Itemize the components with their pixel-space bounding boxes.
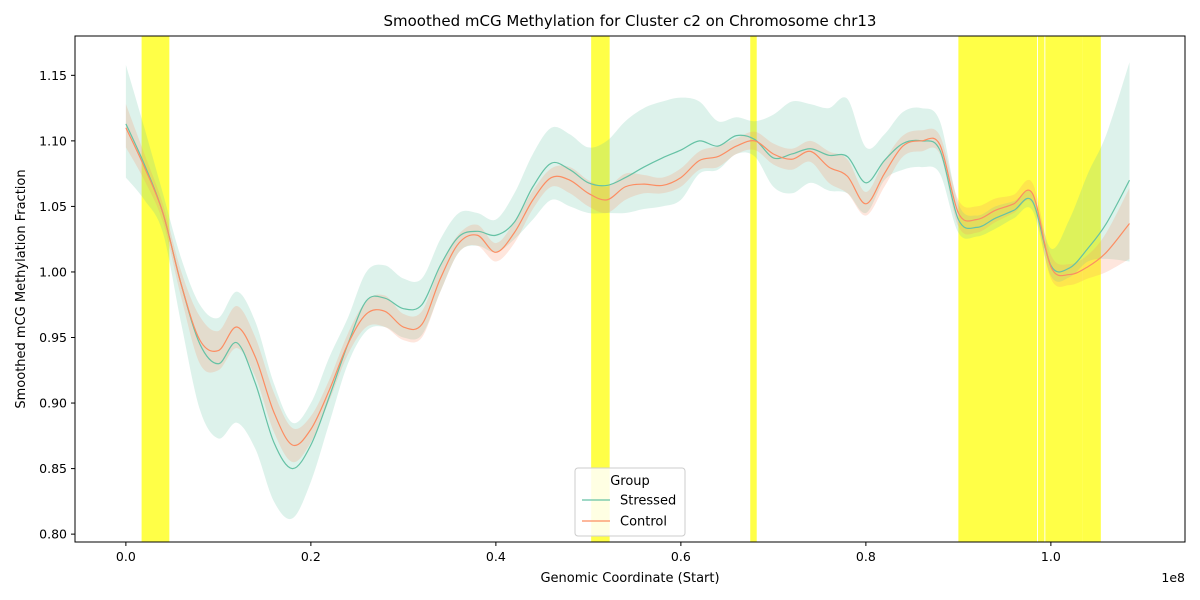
highlight-regions: [141, 36, 1101, 542]
highlight-region-2: [591, 36, 610, 542]
control-confidence-band: [125, 104, 1130, 463]
stressed-confidence-band: [125, 62, 1130, 520]
stressed-line: [125, 123, 1131, 470]
highlight-region-6: [1045, 36, 1074, 542]
x-tick-label: 0.0: [116, 549, 136, 564]
legend-label-control: Control: [620, 515, 667, 530]
x-axis-ticks: 0.0 0.2 0.4 0.6 0.8 1.0: [116, 542, 1061, 564]
confidence-bands: [125, 62, 1130, 520]
y-axis-label: Smoothed mCG Methylation Fraction: [14, 169, 29, 408]
highlight-region-8: [1082, 36, 1101, 542]
x-axis-label: Genomic Coordinate (Start): [540, 571, 719, 586]
y-tick-label: 1.00: [39, 264, 67, 279]
x-axis-offset-text: 1e8: [1161, 570, 1185, 585]
legend-title: Group: [610, 474, 650, 489]
y-tick-label: 0.80: [39, 527, 67, 542]
y-tick-label: 1.15: [39, 68, 67, 83]
highlight-region-5: [1037, 36, 1045, 542]
y-tick-label: 0.85: [39, 461, 67, 476]
x-tick-label: 1.0: [1041, 549, 1061, 564]
x-tick-label: 0.8: [856, 549, 876, 564]
chart-title: Smoothed mCG Methylation for Cluster c2 …: [384, 12, 877, 30]
highlight-region-7: [1074, 36, 1083, 542]
plot-frame: [74, 35, 1186, 543]
legend-label-stressed: Stressed: [620, 494, 676, 509]
y-tick-label: 0.90: [39, 396, 67, 411]
y-axis-ticks: 0.80 0.85 0.90 0.95 1.00 1.05 1.10 1.15: [39, 68, 75, 542]
x-tick-label: 0.2: [301, 549, 321, 564]
x-tick-label: 0.4: [486, 549, 506, 564]
y-tick-label: 1.05: [39, 199, 67, 214]
legend: Group Stressed Control: [574, 467, 686, 537]
control-line: [125, 127, 1130, 447]
legend-box: [574, 467, 686, 537]
highlight-region-1: [141, 36, 170, 542]
series-lines: [125, 123, 1131, 470]
x-tick-label: 0.6: [671, 549, 691, 564]
highlight-region-4: [958, 36, 1037, 542]
y-tick-label: 1.10: [39, 133, 67, 148]
highlight-region-3: [750, 36, 757, 542]
y-tick-label: 0.95: [39, 330, 67, 345]
